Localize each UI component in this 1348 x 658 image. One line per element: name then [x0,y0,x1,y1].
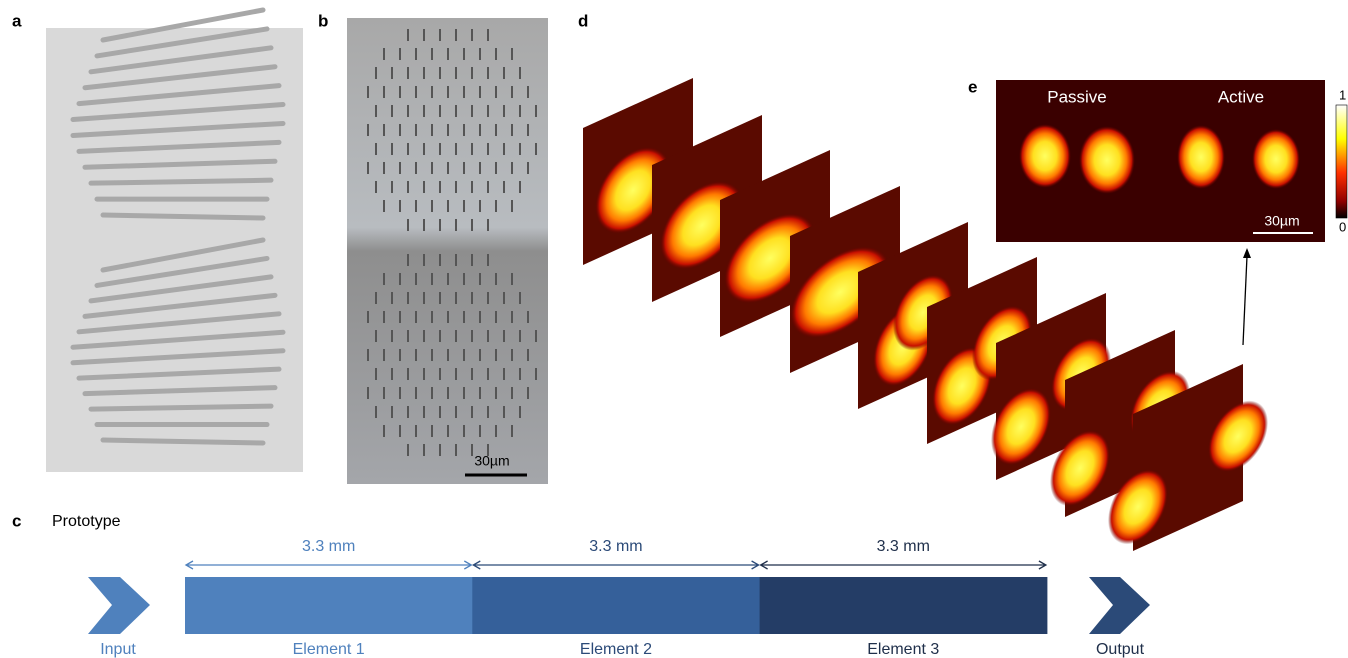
frame-stack [583,78,1268,551]
input-label: Input [100,641,136,658]
output-chevron [1089,577,1150,634]
fiber [76,311,282,335]
element-label: Element 3 [867,641,939,658]
element [759,577,1048,634]
beam [1050,430,1110,507]
fiber-bundle [70,7,286,446]
colorbar-min: 0 [1339,219,1346,234]
input-chevron [88,577,150,634]
length-label: 3.3 mm [589,538,642,555]
colorbar [1335,104,1348,219]
image-title: Passive [1047,87,1107,106]
fiber [88,45,274,75]
length-label: 3.3 mm [877,538,930,555]
mode-spot [1177,125,1225,189]
element-label: Element 2 [580,641,652,658]
panel-label: b [318,11,328,30]
fiber [88,177,274,186]
arrow-head [471,560,760,570]
fiber [88,274,274,304]
panel-label: a [12,11,22,30]
fiber [76,83,282,107]
beam [1208,400,1268,472]
panel-title: Prototype [52,513,121,530]
beam [991,387,1051,466]
fiber [100,237,266,273]
panel-label: c [12,511,21,530]
fiber [82,158,278,170]
arrow-head [184,560,473,570]
length-label: 3.3 mm [302,538,355,555]
fiber [70,348,286,366]
fiber [70,120,286,138]
mode-spot [1019,124,1071,188]
fiber [82,385,278,397]
fiber [100,7,266,43]
element-bar: 3.3 mm Element 1 3.3 mm Element 2 3.3 mm Elem… [184,538,1048,658]
fiber [70,102,286,123]
fiber [100,437,266,446]
beam [1108,469,1168,545]
output-label: Output [1096,641,1145,658]
fiber [82,64,278,91]
scale-label: 30µm [1264,213,1299,229]
fiber [82,292,278,319]
panel-label: e [968,77,977,96]
scale-label: 30µm [474,453,509,469]
arrow [1242,255,1248,346]
frame [1108,364,1268,551]
fiber [100,212,266,221]
sem-features [367,29,537,456]
element-label: Element 1 [293,641,365,658]
arrow-head [1243,248,1251,258]
colorbar-max: 1 [1339,87,1346,102]
fiber [70,329,286,350]
mode-spot [1252,129,1300,189]
element [472,577,761,634]
image-title: Active [1218,87,1264,106]
mode-spot [1079,126,1135,194]
fiber [94,255,270,288]
arrow-head [759,560,1048,570]
fiber [88,403,274,412]
element [185,577,473,634]
fiber [94,26,270,59]
panel-label: d [578,11,588,30]
fiber [76,366,282,381]
fiber [76,139,282,154]
